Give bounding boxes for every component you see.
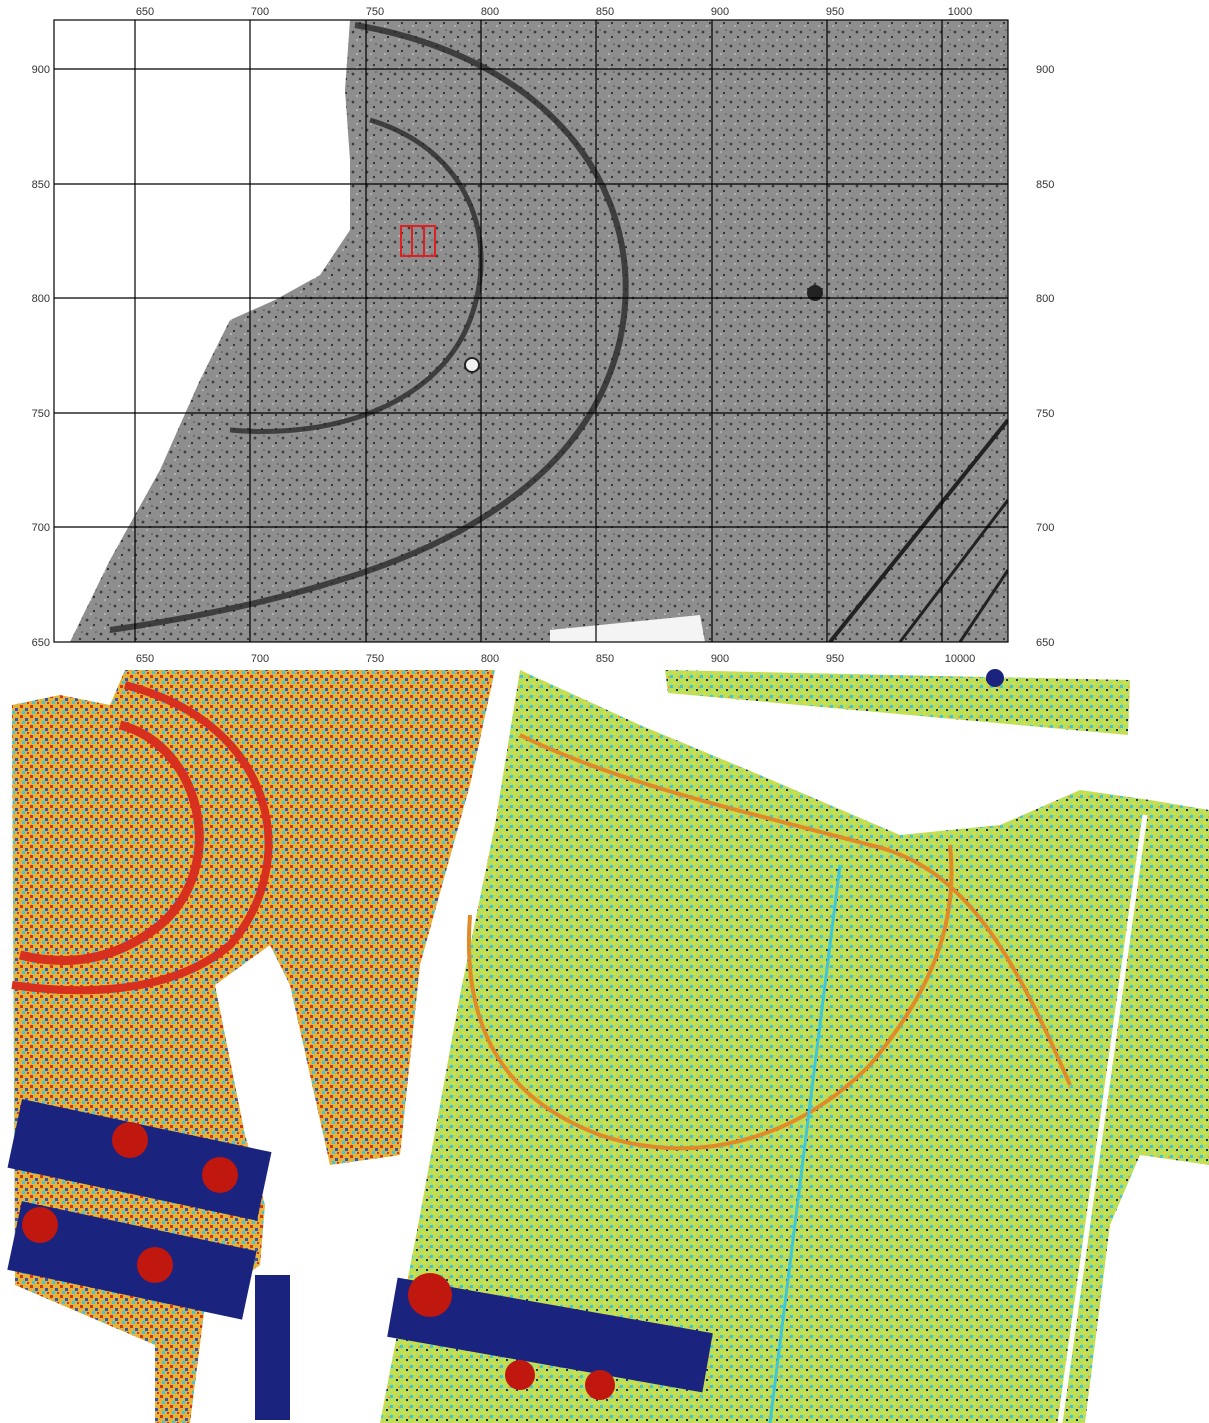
dipole-anomaly: [22, 1207, 58, 1243]
y-tick-label: 750: [1036, 408, 1054, 420]
false-colour-survey-map: [7, 669, 1209, 1423]
x-tick-label: 900: [711, 6, 729, 18]
x-tick-label: 650: [136, 653, 154, 665]
dipole-anomaly: [464, 357, 480, 373]
white-artefact: [550, 615, 705, 642]
x-tick-label: 750: [366, 653, 384, 665]
dipole-anomaly: [137, 1247, 173, 1283]
x-tick-label: 700: [251, 6, 269, 18]
y-axis-right-labels: 900 850 800 750 700 650: [1036, 64, 1054, 649]
sample-marker: [400, 225, 436, 257]
dipole-band: [387, 1277, 713, 1393]
greyscale-survey-map: 650 700 750 800 850 900 950 1000 650 700…: [32, 6, 1055, 665]
x-tick-label: 950: [826, 6, 844, 18]
trackway: [519, 733, 1072, 1086]
x-tick-label: 850: [596, 653, 614, 665]
y-tick-label: 800: [1036, 293, 1054, 305]
inner-ditch: [229, 117, 484, 434]
x-tick-label: 700: [251, 653, 269, 665]
dipole-band: [7, 1099, 272, 1221]
map-frame: [53, 19, 1009, 643]
dipole-anomaly: [986, 669, 1004, 687]
x-tick-label: 900: [711, 653, 729, 665]
y-tick-label: 900: [1036, 64, 1054, 76]
dipole-anomaly: [807, 285, 823, 301]
y-tick-label: 650: [32, 637, 50, 649]
x-tick-label: 950: [826, 653, 844, 665]
x-tick-label: 800: [481, 653, 499, 665]
y-tick-label: 850: [32, 179, 50, 191]
linear-feature: [768, 864, 842, 1423]
y-tick-label: 800: [32, 293, 50, 305]
coordinate-grid: [54, 20, 1008, 642]
right-survey-block: [380, 670, 1209, 1423]
enclosure-ring: [11, 681, 273, 995]
enclosure-outline: [466, 844, 954, 1151]
x-tick-label: 800: [481, 6, 499, 18]
survey-area: [70, 20, 1008, 642]
linear-feature: [958, 569, 1008, 642]
linear-feature: [898, 499, 1008, 642]
dipole-anomaly: [202, 1157, 238, 1193]
x-tick-label: 750: [366, 6, 384, 18]
y-tick-label: 650: [1036, 637, 1054, 649]
x-tick-label: 850: [596, 6, 614, 18]
y-tick-label: 900: [32, 64, 50, 76]
dipole-anomaly: [408, 1273, 452, 1317]
top-survey-strip: [665, 670, 1130, 735]
x-tick-label: 650: [136, 6, 154, 18]
linear-feature: [828, 418, 1008, 642]
y-tick-label: 700: [1036, 522, 1054, 534]
y-tick-label: 750: [32, 408, 50, 420]
y-axis-left-labels: 900 850 800 750 700 650: [32, 64, 50, 649]
x-tick-label: 10000: [945, 653, 976, 665]
dipole-anomaly: [112, 1122, 148, 1158]
dipole-anomaly: [585, 1370, 615, 1400]
y-tick-label: 850: [1036, 179, 1054, 191]
x-axis-bottom-labels: 650 700 750 800 850 900 950 10000: [136, 653, 975, 665]
survey-gap: [1057, 814, 1148, 1423]
x-axis-top-labels: 650 700 750 800 850 900 950 1000: [136, 6, 972, 18]
right-strip: [255, 1275, 290, 1420]
y-tick-label: 700: [32, 522, 50, 534]
x-tick-label: 1000: [948, 6, 972, 18]
enclosure-ring: [18, 720, 204, 966]
dipole-band: [7, 1201, 257, 1320]
dipole-anomaly: [505, 1360, 535, 1390]
